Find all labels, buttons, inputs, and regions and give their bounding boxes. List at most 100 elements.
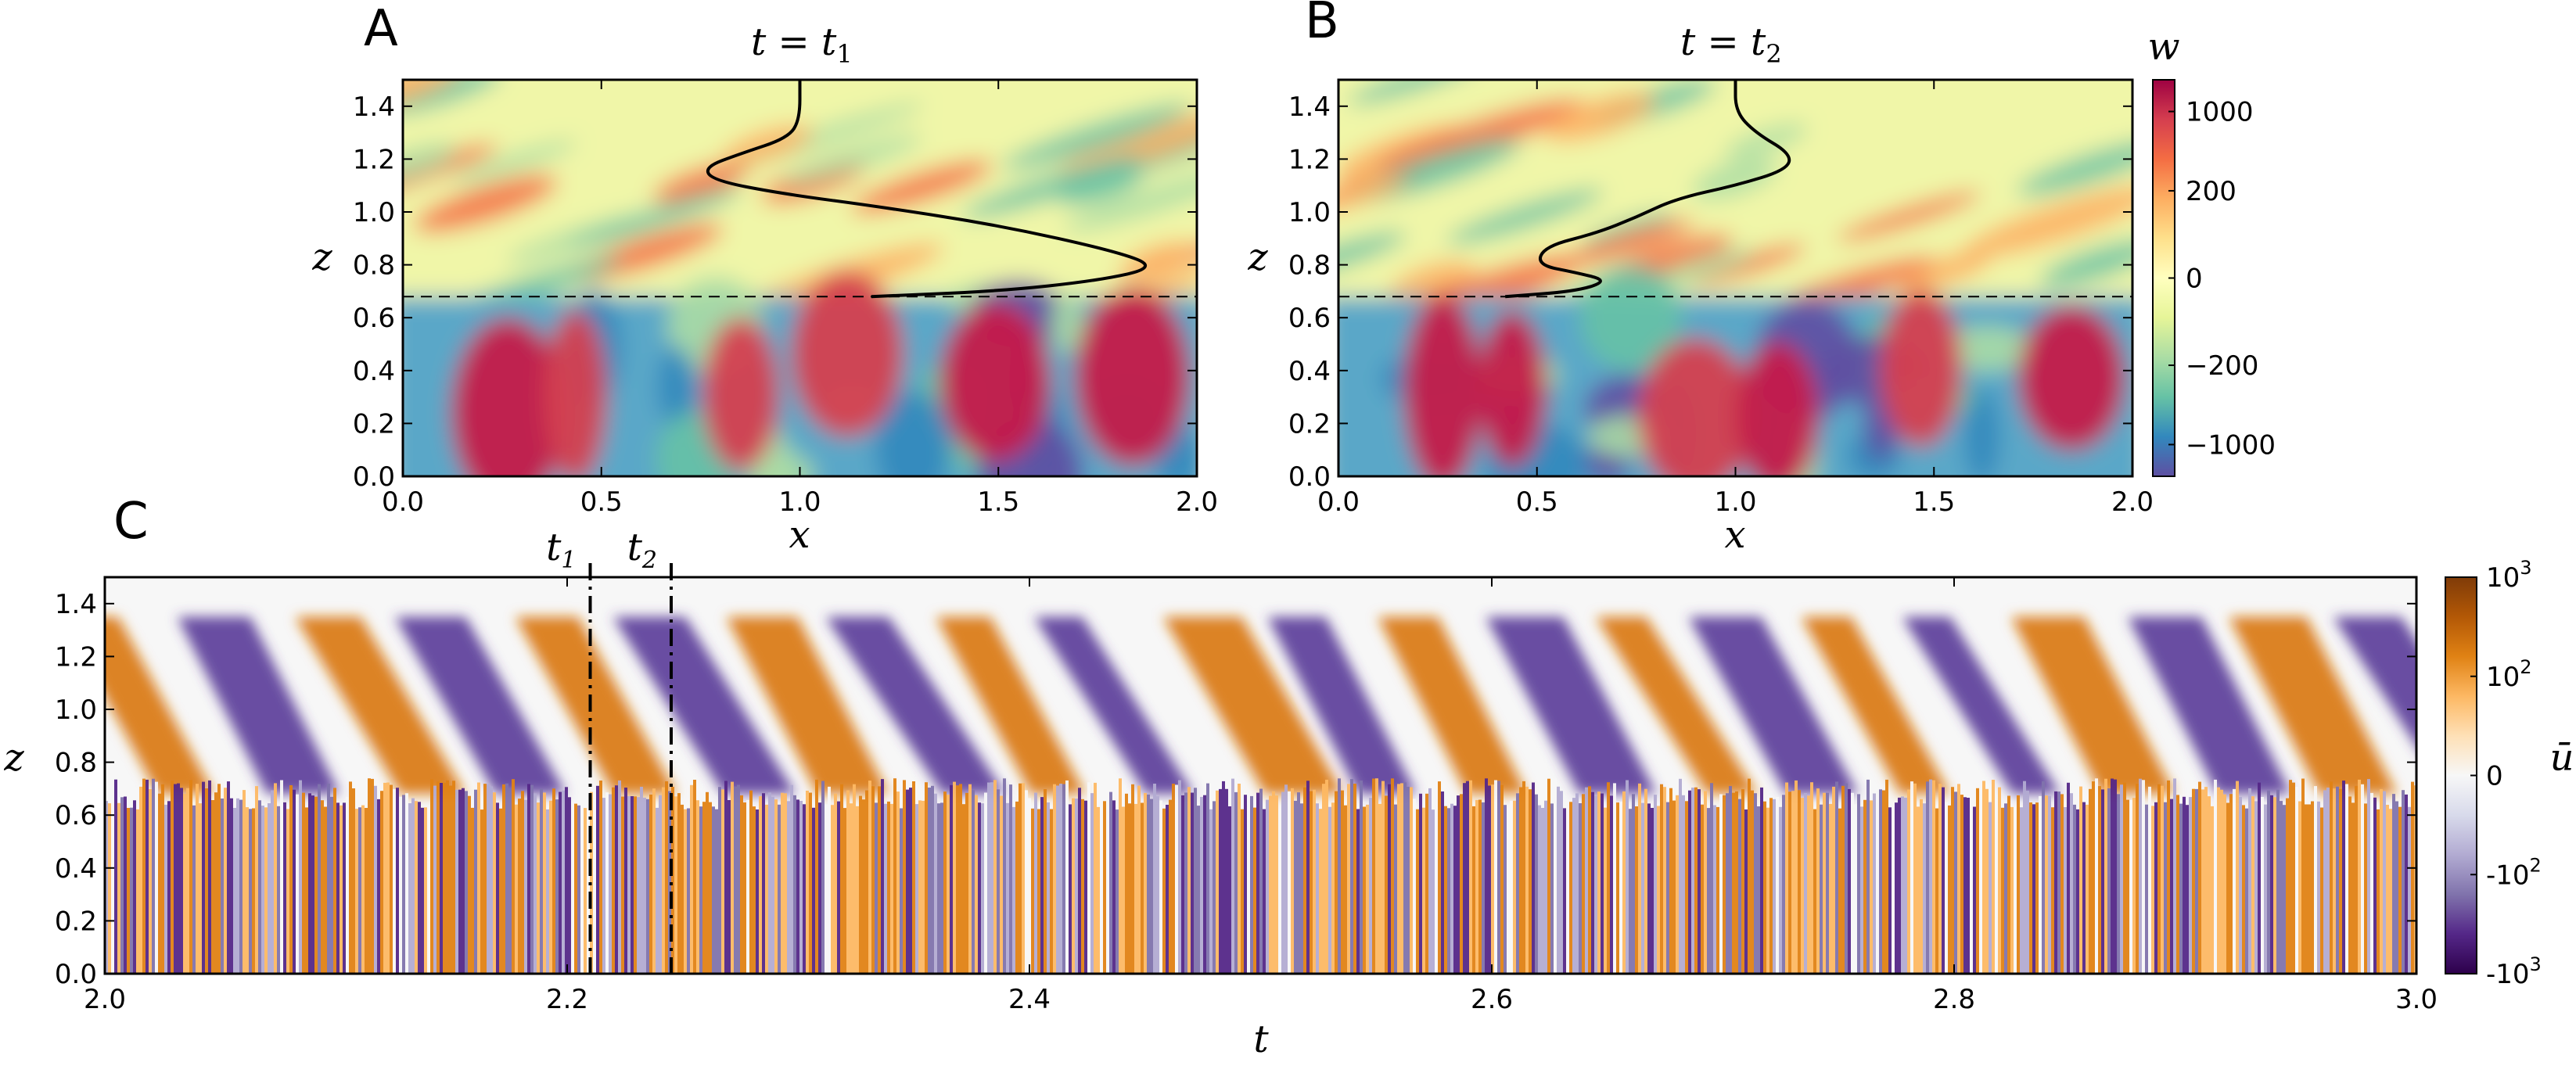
turbulent-stripe [1710, 783, 1713, 974]
turbulent-stripe [818, 802, 821, 974]
turbulent-stripe [1873, 793, 1876, 974]
mean-flow-band [2229, 616, 2397, 795]
turbulent-stripe [637, 797, 640, 974]
turbulent-stripe [1816, 788, 1820, 974]
field-streak [451, 140, 578, 185]
turbulent-stripe [756, 809, 759, 974]
turbulent-stripe [2042, 781, 2045, 974]
turbulent-stripe [915, 804, 918, 974]
turbulent-stripe [537, 802, 540, 974]
turbulent-stripe [1748, 778, 1751, 974]
turbulent-stripe [1109, 791, 1112, 974]
downflow-blob [1051, 291, 1084, 354]
turbulent-stripe [1482, 802, 1485, 974]
turbulent-stripe [1419, 793, 1422, 974]
turbulent-stripe [1338, 778, 1341, 974]
turbulent-stripe [1015, 801, 1019, 974]
turbulent-stripe [1616, 802, 1619, 974]
turbulent-stripe [2286, 798, 2289, 974]
turbulent-stripe [152, 778, 155, 974]
x-tick-label: 2.0 [2111, 486, 2154, 518]
turbulent-stripe [796, 799, 799, 974]
turbulent-stripe [1053, 784, 1056, 974]
turbulent-stripe [1072, 798, 1075, 974]
y-tick-label: 0.6 [1288, 303, 1331, 334]
turbulent-stripe [1269, 795, 1272, 974]
turbulent-stripe [1832, 786, 1835, 974]
turbulent-stripe [1976, 788, 1979, 974]
turbulent-stripe [477, 782, 480, 974]
turbulent-stripe [2154, 802, 2157, 974]
turbulent-stripe [111, 788, 114, 974]
turbulent-stripe [1184, 792, 1187, 974]
turbulent-stripe [781, 792, 784, 974]
turbulent-stripe [684, 809, 687, 974]
field-streak [1063, 166, 1197, 232]
turbulent-stripe [2333, 788, 2336, 974]
turbulent-stripe [2336, 786, 2339, 974]
turbulent-stripe [1203, 795, 1206, 974]
turbulent-stripe [2367, 779, 2370, 974]
turbulent-stripe [1882, 790, 1885, 974]
turbulent-stripe [415, 801, 418, 974]
turbulent-stripe [2373, 797, 2377, 974]
turbulent-stripe [759, 796, 762, 974]
turbulent-stripe [1119, 778, 1122, 974]
upflow-plume [702, 318, 779, 471]
y-tick-label: 0.4 [353, 356, 395, 387]
turbulent-stripe [2330, 781, 2333, 974]
turbulent-stripe [2101, 789, 2104, 974]
y-tick-label: 0.8 [1288, 250, 1331, 282]
turbulent-stripe [2239, 797, 2242, 974]
turbulent-stripe [1403, 782, 1407, 974]
turbulent-stripe [1754, 793, 1757, 974]
turbulent-stripe [1147, 794, 1150, 974]
turbulent-stripe [753, 806, 756, 974]
turbulent-stripe [1829, 803, 1832, 974]
turbulent-stripe [721, 789, 724, 974]
turbulent-stripe [1291, 788, 1294, 974]
mean-flow-band [105, 616, 214, 795]
turbulent-stripe [1385, 795, 1388, 974]
turbulent-stripe [1654, 795, 1657, 974]
turbulent-stripe [1813, 809, 1816, 974]
turbulent-stripe [1594, 795, 1597, 974]
field-streak [2039, 239, 2132, 288]
turbulent-stripe [1566, 805, 1569, 974]
turbulent-stripe [2026, 790, 2029, 974]
turbulent-stripe [972, 790, 975, 974]
turbulent-stripe [1970, 795, 1973, 974]
turbulent-stripe [1538, 805, 1541, 974]
turbulent-stripe [1025, 790, 1028, 974]
turbulent-stripe [1040, 797, 1044, 974]
turbulent-stripe [2136, 784, 2139, 974]
turbulent-stripe [2305, 804, 2308, 974]
turbulent-stripe [458, 789, 462, 974]
turbulent-stripe [1535, 794, 1538, 974]
turbulent-stripe [1935, 808, 1938, 974]
turbulent-stripe [443, 782, 446, 974]
y-tick-label: 1.4 [1288, 92, 1331, 123]
turbulent-stripe [778, 804, 781, 974]
upflow-plume [2017, 305, 2125, 451]
turbulent-stripe [1913, 783, 1917, 974]
turbulent-stripe [1560, 791, 1563, 974]
turbulent-stripe [859, 795, 862, 974]
turbulent-stripe [1863, 799, 1866, 974]
turbulent-stripe [1513, 800, 1516, 974]
turbulent-stripe [1328, 806, 1331, 974]
turbulent-stripe [1031, 808, 1034, 974]
turbulent-stripe [455, 789, 458, 974]
turbulent-stripe [799, 801, 803, 974]
mean-flow-band [1801, 616, 1950, 795]
turbulent-stripe [2173, 778, 2176, 974]
turbulent-stripe [1791, 791, 1795, 974]
turbulent-stripe [1347, 784, 1350, 974]
turbulent-stripe [2402, 790, 2405, 974]
turbulent-stripe [2261, 797, 2264, 974]
x-tick-label: 2.2 [546, 984, 588, 1015]
turbulent-stripe [853, 784, 856, 974]
turbulent-stripe [1391, 778, 1394, 974]
panel-c-ticks: 2.0 2.2 2.4 2.6 2.8 3.0 0.0 0.2 0.4 0.6 0.8 1.0 1.2 1… [55, 577, 2438, 1015]
turbulent-stripe [1106, 795, 1109, 974]
